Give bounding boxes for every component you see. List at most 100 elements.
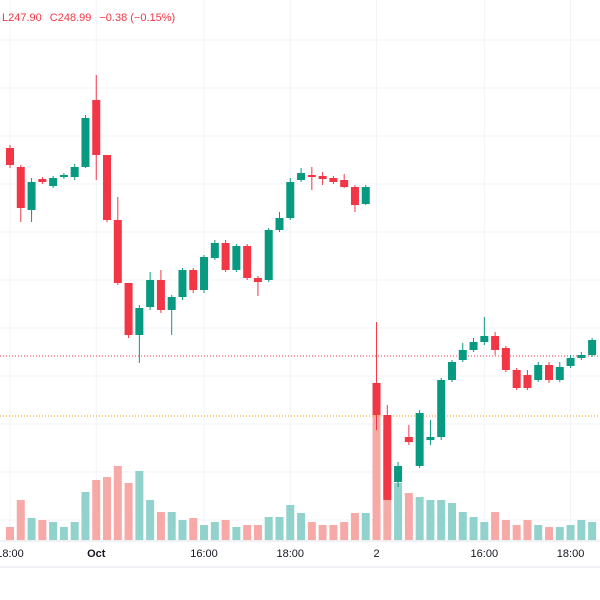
candle-layer <box>6 75 597 500</box>
candle-body <box>156 280 165 310</box>
candle-body <box>426 437 435 440</box>
volume-bar <box>545 527 553 540</box>
volume-bar <box>437 500 446 540</box>
volume-bar <box>200 525 209 540</box>
volume-bar <box>372 412 381 540</box>
volume-bar <box>340 522 349 540</box>
candle-body <box>210 243 219 258</box>
x-tick-label: 18:00 <box>0 548 24 560</box>
candle-body <box>221 243 230 270</box>
volume-bar <box>70 522 79 540</box>
volume-bar <box>415 497 424 540</box>
volume-bar <box>92 480 101 540</box>
candle-body <box>178 270 187 297</box>
volume-bar <box>426 500 435 540</box>
volume-bar <box>318 525 327 540</box>
candle-body <box>329 178 338 182</box>
candle-body <box>275 218 284 230</box>
candle-body <box>243 246 252 278</box>
candle-body <box>350 187 359 205</box>
header-value: C248.99 <box>50 12 92 24</box>
volume-bar <box>534 525 543 540</box>
volume-bar <box>350 513 359 540</box>
candle-body <box>394 466 403 482</box>
candle-body <box>545 365 553 380</box>
candle-body <box>307 175 316 177</box>
volume-bar <box>469 517 478 540</box>
volume-bar <box>286 505 295 540</box>
candle-body <box>340 180 349 187</box>
volume-bar <box>523 520 532 540</box>
x-tick-label: 16:00 <box>471 548 499 560</box>
price-lines <box>0 355 600 417</box>
candle-body <box>577 355 586 358</box>
volume-bar <box>38 520 47 540</box>
x-tick-label: 18:00 <box>277 548 305 560</box>
volume-bar <box>6 527 14 540</box>
candle-body <box>447 362 456 380</box>
x-tick-label: Oct <box>87 548 106 560</box>
candle-body <box>253 278 262 282</box>
candle-body <box>555 367 564 380</box>
header-value: L247.90 <box>2 12 42 24</box>
candle-body <box>16 167 25 208</box>
candle-body <box>318 176 327 179</box>
volume-bar <box>59 527 68 540</box>
volume-bar <box>16 500 25 540</box>
volume-bar <box>491 512 500 540</box>
candle-body <box>124 283 133 335</box>
candle-body <box>113 220 122 283</box>
candle-body <box>512 370 521 388</box>
header-value: −0.38 (−0.15%) <box>99 12 175 24</box>
volume-bar <box>124 483 133 540</box>
x-tick-label: 18:00 <box>557 548 585 560</box>
x-tick-label: 16:00 <box>190 548 218 560</box>
candle-body <box>383 415 392 500</box>
candle-body <box>38 179 47 182</box>
volume-bar <box>566 525 575 540</box>
candle-body <box>469 342 478 350</box>
candle-body <box>297 173 306 180</box>
candle-body <box>70 167 79 177</box>
candle-body <box>361 187 370 204</box>
volume-bar <box>156 512 165 540</box>
volume-bar <box>103 477 112 540</box>
x-tick-label: 2 <box>373 548 379 560</box>
volume-bar <box>178 520 187 540</box>
volume-bar <box>243 525 252 540</box>
candle-body <box>103 155 112 220</box>
volume-bar <box>577 520 586 540</box>
candle-body <box>264 230 273 280</box>
volume-bar <box>458 512 467 540</box>
candle-body <box>92 100 101 155</box>
volume-bar <box>447 503 456 540</box>
candle-body <box>49 178 58 186</box>
candle-body <box>566 358 575 366</box>
candle-body <box>6 148 14 165</box>
candle-body <box>81 118 90 167</box>
candle-body <box>135 308 144 335</box>
candle-body <box>491 336 500 350</box>
candle-body <box>523 375 532 388</box>
candle-body <box>372 383 381 415</box>
candle-body <box>232 246 241 270</box>
candle-body <box>480 336 489 342</box>
volume-bar <box>232 527 241 540</box>
candle-body <box>200 257 209 290</box>
candle-body <box>415 413 424 466</box>
candle-body <box>27 182 36 210</box>
volume-bar <box>307 522 316 540</box>
candle-body <box>501 348 510 370</box>
volume-bar <box>167 512 176 540</box>
volume-bar <box>480 522 489 540</box>
volume-bar <box>297 513 306 540</box>
candle-body <box>404 437 413 442</box>
volume-layer <box>6 412 597 540</box>
volume-bar <box>135 471 144 540</box>
volume-bar <box>210 522 219 540</box>
volume-bar <box>555 527 564 540</box>
volume-bar <box>501 520 510 540</box>
